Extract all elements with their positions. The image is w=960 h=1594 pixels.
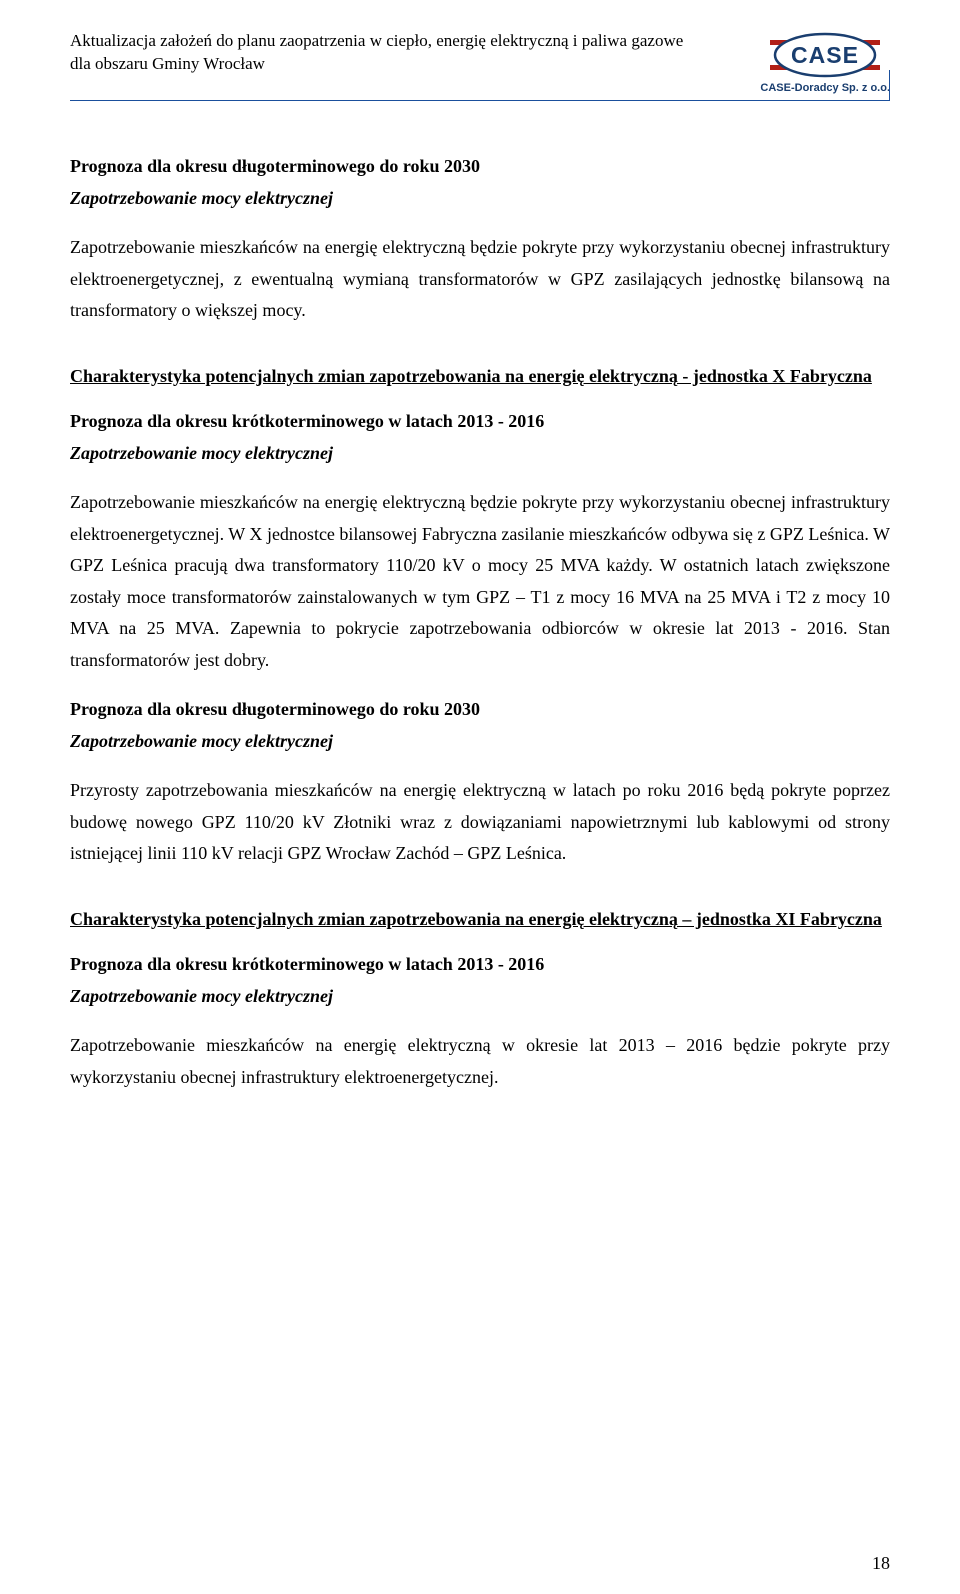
document-body: Prognoza dla okresu długoterminowego do … (70, 151, 890, 1093)
sec2-heading-2: Zapotrzebowanie mocy elektrycznej (70, 438, 890, 470)
sec3-paragraph-1: Zapotrzebowanie mieszkańców na energię e… (70, 1030, 890, 1093)
page-number: 18 (872, 1553, 890, 1574)
sec3-heading-1: Prognoza dla okresu krótkoterminowego w … (70, 949, 890, 981)
sec3-heading-2: Zapotrzebowanie mocy elektrycznej (70, 981, 890, 1013)
doc-title-line1: Aktualizacja założeń do planu zaopatrzen… (70, 31, 683, 50)
document-header: Aktualizacja założeń do planu zaopatrzen… (70, 30, 890, 94)
sec2-paragraph-1: Zapotrzebowanie mieszkańców na energię e… (70, 487, 890, 676)
header-divider (70, 100, 890, 101)
doc-title-line2: dla obszaru Gminy Wrocław (70, 54, 265, 73)
case-logo-icon: CASE (770, 30, 880, 80)
sec2-heading-3: Prognoza dla okresu długoterminowego do … (70, 694, 890, 726)
sec2-paragraph-2: Przyrosty zapotrzebowania mieszkańców na… (70, 775, 890, 870)
document-title-block: Aktualizacja założeń do planu zaopatrzen… (70, 30, 740, 76)
svg-text:CASE: CASE (791, 42, 859, 68)
sec3-section-heading: Charakterystyka potencjalnych zmian zapo… (70, 904, 890, 936)
logo-caption: CASE-Doradcy Sp. z o.o. (760, 82, 890, 94)
sec1-paragraph-1: Zapotrzebowanie mieszkańców na energię e… (70, 232, 890, 327)
sec2-heading-4: Zapotrzebowanie mocy elektrycznej (70, 726, 890, 758)
sec1-heading-2: Zapotrzebowanie mocy elektrycznej (70, 183, 890, 215)
sec2-section-heading: Charakterystyka potencjalnych zmian zapo… (70, 361, 890, 393)
document-page: Aktualizacja założeń do planu zaopatrzen… (0, 0, 960, 1594)
sec2-heading-1: Prognoza dla okresu krótkoterminowego w … (70, 406, 890, 438)
logo-block: CASE CASE-Doradcy Sp. z o.o. (760, 30, 890, 94)
sec1-heading-1: Prognoza dla okresu długoterminowego do … (70, 151, 890, 183)
